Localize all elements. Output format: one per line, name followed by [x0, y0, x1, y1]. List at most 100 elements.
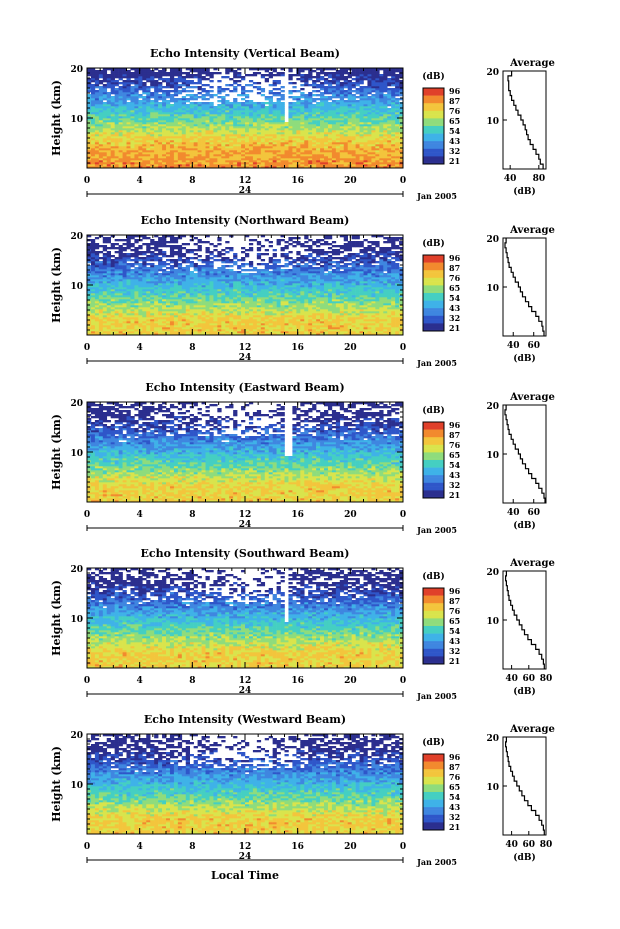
heatmap-cell — [90, 84, 96, 87]
heatmap-cell — [102, 144, 108, 147]
heatmap-cell — [158, 138, 163, 141]
heatmap-cell — [90, 78, 96, 81]
heatmap-cell — [94, 309, 100, 312]
heatmap-cell — [126, 140, 131, 143]
heatmap-cell — [173, 144, 179, 147]
heatmap-cell — [245, 327, 250, 330]
heatmap-cell — [324, 150, 329, 153]
heatmap-cell — [375, 138, 380, 141]
heatmap-cell — [102, 80, 108, 83]
heatmap-cell — [154, 315, 159, 318]
heatmap-cell — [327, 315, 333, 318]
heatmap-cell — [90, 126, 96, 129]
heatmap-cell — [379, 323, 384, 326]
heatmap-cell — [122, 90, 127, 93]
heatmap-cell — [177, 333, 183, 336]
heatmap-cell — [260, 128, 266, 131]
heatmap-cell — [375, 128, 380, 131]
heatmap-cell — [87, 78, 92, 81]
heatmap-cell — [110, 333, 115, 336]
heatmap-cell — [122, 329, 127, 332]
heatmap-cell — [272, 305, 277, 308]
heatmap-cell — [331, 331, 337, 334]
heatmap-cell — [308, 315, 313, 318]
heatmap-cell — [260, 74, 266, 77]
heatmap-cell — [209, 315, 214, 318]
colorbar-segment — [423, 131, 444, 134]
heatmap-cell — [229, 126, 234, 129]
heatmap-cell — [229, 327, 234, 330]
heatmap-cell — [399, 311, 404, 314]
heatmap-cell — [383, 313, 388, 316]
heatmap-cell — [339, 86, 345, 89]
heatmap-cell — [233, 102, 238, 105]
heatmap-cell — [312, 148, 317, 151]
heatmap-cell — [256, 317, 262, 320]
heatmap-cell — [237, 122, 242, 125]
heatmap-cell — [371, 78, 376, 81]
heatmap-cell — [256, 319, 262, 322]
heatmap-cell — [343, 325, 348, 328]
heatmap-cell — [138, 140, 143, 143]
heatmap-cell — [351, 110, 356, 113]
heatmap-cell — [292, 86, 297, 89]
heatmap-cell — [304, 134, 309, 137]
heatmap-cell — [387, 305, 392, 308]
heatmap-cell — [102, 132, 108, 135]
heatmap-cell — [173, 321, 179, 324]
heatmap-cell — [94, 84, 100, 87]
heatmap-cell — [312, 329, 317, 332]
heatmap-cell — [343, 132, 348, 135]
heatmap-cell — [126, 144, 131, 147]
heatmap-cell — [256, 315, 262, 318]
heatmap-cell — [209, 122, 214, 125]
heatmap-cell — [339, 98, 345, 101]
heatmap-cell — [324, 120, 329, 123]
heatmap-cell — [221, 130, 226, 133]
heatmap-cell — [213, 309, 218, 312]
heatmap-cell — [225, 331, 230, 334]
heatmap-cell — [209, 106, 214, 109]
heatmap-cell — [158, 116, 163, 119]
heatmap-cell — [205, 142, 210, 145]
heatmap-cell — [162, 126, 167, 129]
heatmap-cell — [106, 92, 111, 95]
heatmap-cell — [213, 124, 218, 127]
heatmap-cell — [87, 158, 92, 161]
heatmap-cell — [339, 102, 345, 105]
heatmap-cell — [351, 156, 356, 159]
heatmap-cell — [177, 138, 183, 141]
heatmap-cell — [173, 331, 179, 334]
heatmap-cell — [169, 130, 175, 133]
heatmap-cell — [181, 140, 187, 143]
heatmap-cell — [169, 100, 175, 103]
heatmap-cell — [296, 110, 301, 113]
heatmap-cell — [134, 138, 139, 141]
heatmap-cell — [209, 144, 214, 147]
heatmap-cell — [387, 128, 392, 131]
heatmap-cell — [391, 78, 396, 81]
heatmap-cell — [122, 74, 127, 77]
heatmap-cell — [94, 156, 100, 159]
heatmap-cell — [363, 122, 368, 125]
heatmap-cell — [130, 100, 135, 103]
heatmap-cell — [304, 311, 309, 314]
heatmap-cell — [387, 138, 392, 141]
heatmap-cell — [399, 150, 404, 153]
heatmap-cell — [359, 154, 364, 157]
heatmap-cell — [351, 146, 356, 149]
heatmap-cell — [114, 98, 119, 101]
heatmap-cell — [304, 126, 309, 129]
heatmap-cell — [256, 118, 262, 121]
heatmap-cell — [288, 148, 293, 151]
heatmap-cell — [327, 313, 333, 316]
heatmap-cell — [94, 136, 100, 139]
heatmap-cell — [331, 134, 337, 137]
heatmap-cell — [264, 154, 269, 157]
heatmap-cell — [205, 134, 210, 137]
heatmap-cell — [181, 126, 187, 129]
heatmap-cell — [296, 100, 301, 103]
heatmap-cell — [134, 114, 139, 117]
heatmap-cell — [233, 307, 238, 310]
heatmap-cell — [169, 108, 175, 111]
